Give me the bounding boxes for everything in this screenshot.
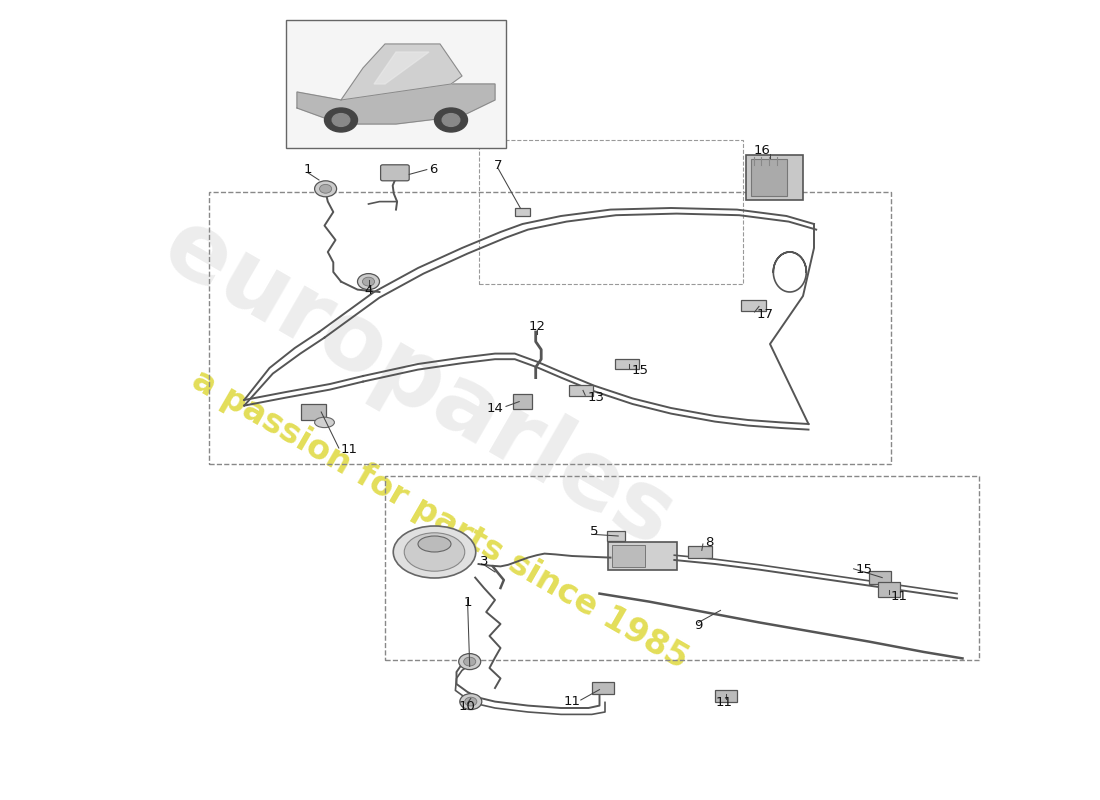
Circle shape [332, 114, 350, 126]
Ellipse shape [394, 526, 475, 578]
Polygon shape [374, 52, 429, 84]
Circle shape [363, 278, 374, 286]
Bar [286, 20, 506, 148]
Circle shape [434, 108, 468, 132]
FancyBboxPatch shape [751, 159, 786, 196]
FancyBboxPatch shape [746, 155, 803, 200]
Text: 3: 3 [480, 555, 488, 568]
FancyBboxPatch shape [612, 545, 645, 567]
Text: 7: 7 [494, 159, 503, 172]
Circle shape [464, 697, 477, 706]
Circle shape [324, 108, 358, 132]
Text: 13: 13 [587, 391, 604, 404]
Bar [607, 531, 625, 541]
Bar [569, 385, 593, 395]
Text: 11: 11 [341, 443, 358, 456]
Polygon shape [341, 44, 462, 100]
Bar [478, 140, 742, 284]
Circle shape [460, 694, 482, 710]
Circle shape [464, 658, 475, 666]
Bar [385, 476, 979, 660]
Bar [515, 208, 530, 216]
Text: 15: 15 [856, 563, 872, 576]
Ellipse shape [418, 536, 451, 552]
Text: 8: 8 [705, 536, 714, 549]
Text: 11: 11 [563, 695, 581, 708]
FancyBboxPatch shape [608, 542, 676, 570]
Circle shape [319, 184, 332, 193]
Text: 15: 15 [631, 364, 648, 377]
Bar [741, 300, 766, 310]
Circle shape [442, 114, 460, 126]
FancyBboxPatch shape [513, 394, 532, 409]
Text: 10: 10 [459, 700, 476, 713]
FancyBboxPatch shape [301, 404, 326, 420]
Text: 1: 1 [304, 163, 312, 176]
Text: 9: 9 [694, 619, 703, 632]
Text: 12: 12 [528, 320, 546, 333]
Text: europarles: europarles [146, 201, 690, 567]
Text: 1: 1 [463, 596, 472, 609]
FancyBboxPatch shape [869, 571, 891, 584]
FancyBboxPatch shape [715, 690, 737, 702]
FancyBboxPatch shape [592, 682, 614, 694]
Text: 11: 11 [715, 696, 733, 709]
Text: 14: 14 [487, 402, 504, 414]
Text: 4: 4 [364, 284, 373, 297]
Text: 17: 17 [757, 308, 773, 321]
Ellipse shape [405, 533, 464, 571]
Bar [209, 192, 891, 464]
Text: 5: 5 [590, 525, 598, 538]
Bar [688, 546, 712, 558]
Text: 6: 6 [429, 163, 438, 176]
Text: a passion for parts since 1985: a passion for parts since 1985 [186, 364, 694, 676]
Circle shape [459, 654, 481, 670]
FancyBboxPatch shape [381, 165, 409, 181]
Text: 16: 16 [754, 144, 771, 157]
Circle shape [315, 181, 337, 197]
Circle shape [358, 274, 379, 290]
Polygon shape [297, 84, 495, 124]
Bar [615, 358, 639, 369]
FancyBboxPatch shape [878, 582, 900, 597]
Ellipse shape [315, 418, 334, 427]
Text: 11: 11 [891, 590, 908, 603]
